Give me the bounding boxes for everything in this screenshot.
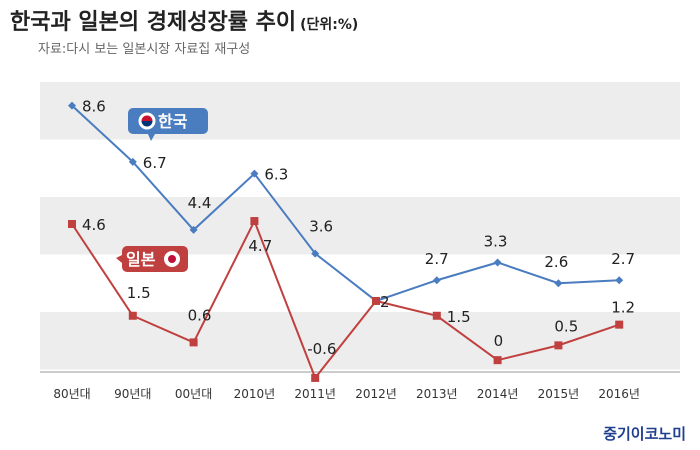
brand-logo: 중기이코노미 [603, 425, 686, 443]
korea-point [311, 249, 320, 258]
title-text: 한국과 일본의 경제성장률 추이 [10, 10, 297, 35]
japan-point [68, 220, 76, 228]
korea-point [128, 157, 137, 166]
japan-point [432, 311, 441, 320]
x-tick-label: 2015년 [538, 387, 580, 401]
japan-data-label: 1.5 [447, 308, 471, 326]
korea-data-label: 8.6 [82, 98, 106, 116]
korea-point [68, 101, 76, 110]
korea-point [615, 276, 624, 285]
korea-point [250, 169, 259, 178]
korea-series-line [71, 104, 620, 303]
japan-point [493, 356, 502, 365]
unit-label: (단위:%) [300, 17, 359, 33]
japan-legend-label: 일본 [126, 250, 156, 269]
korea-data-label: 2.7 [611, 250, 635, 268]
page-title: 한국과 일본의 경제성장률 추이 (단위:%) [10, 4, 358, 36]
japan-point [189, 338, 198, 347]
japan-data-label: 0.5 [554, 317, 578, 335]
korea-point [432, 276, 441, 285]
korea-point [554, 279, 563, 288]
x-tick-label: 2011년 [294, 387, 336, 401]
korea-flag-icon [141, 115, 153, 121]
korea-data-label: 6.7 [143, 154, 167, 172]
korea-data-label: 2.7 [425, 250, 449, 268]
x-tick-label: 2016년 [598, 387, 640, 401]
japan-data-label: 2 [380, 293, 390, 311]
korea-point [189, 225, 198, 234]
japan-point [311, 373, 320, 382]
japan-data-label: -0.6 [307, 340, 336, 358]
korea-data-label: 2.6 [544, 253, 568, 271]
japan-data-label: 4.7 [248, 237, 272, 255]
japan-point [128, 311, 137, 320]
japan-data-label: 1.5 [127, 284, 151, 302]
x-tick-label: 00년대 [175, 387, 212, 401]
japan-point [372, 296, 380, 305]
korea-point [493, 258, 502, 267]
x-tick-label: 2010년 [234, 387, 276, 401]
japan-point [554, 341, 563, 350]
korea-data-label: 6.3 [264, 166, 288, 184]
x-tick-label: 90년대 [114, 387, 151, 401]
korea-data-label: 3.6 [309, 218, 333, 236]
x-tick-label: 2014년 [477, 387, 519, 401]
source-note: 자료:다시 보는 일본시장 자료집 재구성 [38, 42, 251, 57]
japan-flag-icon [168, 255, 176, 263]
japan-point [615, 320, 624, 329]
plot-band [40, 197, 680, 255]
x-tick-label: 2013년 [416, 387, 458, 401]
korea-flag-icon [141, 121, 153, 127]
korea-data-label: 4.4 [188, 194, 212, 212]
x-tick-label: 80년대 [53, 387, 90, 401]
japan-data-label: 4.6 [82, 216, 106, 234]
x-tick-label: 2012년 [355, 387, 397, 401]
korea-data-label: 3.3 [484, 232, 508, 250]
japan-series-line [71, 218, 620, 380]
japan-data-label: 0 [494, 332, 504, 350]
korea-legend-label: 한국 [158, 112, 188, 131]
japan-data-label: 1.2 [611, 299, 635, 317]
japan-data-label: 0.6 [188, 306, 212, 324]
japan-point [250, 217, 259, 226]
